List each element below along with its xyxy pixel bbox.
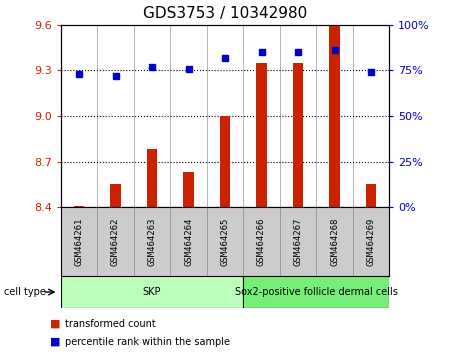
Text: ■: ■ bbox=[50, 337, 60, 347]
Text: Sox2-positive follicle dermal cells: Sox2-positive follicle dermal cells bbox=[235, 287, 398, 297]
Bar bbox=[184, 172, 194, 207]
Text: transformed count: transformed count bbox=[65, 319, 156, 329]
Bar bbox=[74, 206, 84, 207]
Text: ■: ■ bbox=[50, 319, 60, 329]
Bar bbox=[293, 63, 303, 207]
Text: percentile rank within the sample: percentile rank within the sample bbox=[65, 337, 230, 347]
Text: SKP: SKP bbox=[143, 287, 161, 297]
Text: GSM464263: GSM464263 bbox=[148, 217, 157, 266]
Bar bbox=[61, 276, 243, 308]
Text: cell type: cell type bbox=[4, 287, 46, 297]
Bar bbox=[243, 276, 389, 308]
Bar bbox=[329, 25, 340, 207]
Title: GDS3753 / 10342980: GDS3753 / 10342980 bbox=[143, 6, 307, 21]
Bar bbox=[147, 149, 157, 207]
Text: GSM464262: GSM464262 bbox=[111, 217, 120, 266]
Text: GSM464269: GSM464269 bbox=[366, 217, 375, 266]
Bar bbox=[366, 184, 376, 207]
Text: GSM464265: GSM464265 bbox=[220, 217, 230, 266]
Bar bbox=[220, 116, 230, 207]
Text: GSM464266: GSM464266 bbox=[257, 217, 266, 266]
Text: GSM464264: GSM464264 bbox=[184, 217, 193, 266]
Text: GSM464267: GSM464267 bbox=[293, 217, 302, 266]
Text: GSM464261: GSM464261 bbox=[75, 217, 84, 266]
Bar bbox=[256, 63, 266, 207]
Text: GSM464268: GSM464268 bbox=[330, 217, 339, 266]
Bar bbox=[110, 184, 121, 207]
